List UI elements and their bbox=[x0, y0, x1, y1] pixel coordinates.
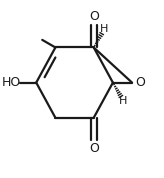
Text: H: H bbox=[100, 25, 108, 35]
Text: O: O bbox=[89, 10, 99, 23]
Text: HO: HO bbox=[1, 76, 21, 89]
Text: O: O bbox=[89, 142, 99, 155]
Text: H: H bbox=[119, 96, 127, 106]
Text: O: O bbox=[135, 76, 145, 89]
